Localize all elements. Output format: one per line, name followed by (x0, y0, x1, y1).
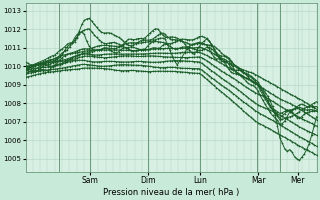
X-axis label: Pression niveau de la mer( hPa ): Pression niveau de la mer( hPa ) (103, 188, 239, 197)
